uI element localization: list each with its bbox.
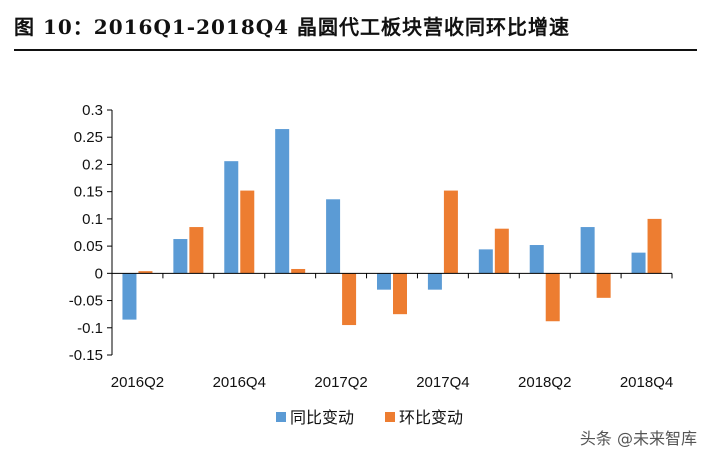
bars — [122, 129, 662, 326]
x-tick-label: 2017Q4 — [416, 374, 469, 391]
bar-qoq — [138, 271, 153, 274]
y-tick-label: -0.1 — [77, 320, 103, 337]
y-tick-label: -0.05 — [69, 293, 103, 310]
bar-qoq — [189, 227, 204, 274]
x-tick-label: 2018Q4 — [620, 374, 673, 391]
bar-yoy — [478, 249, 493, 274]
y-tick-label: -0.15 — [69, 347, 103, 364]
page-title: 图 10：2016Q1-2018Q4 晶圆代工板块营收同环比增速 — [14, 15, 571, 39]
watermark: 头条 @未来智库 — [579, 429, 697, 448]
y-tick-label: 0.3 — [82, 102, 103, 119]
x-axis: 2016Q2 2016Q4 2017Q2 2017Q4 2018Q2 2018Q4 — [111, 272, 673, 391]
bar-qoq — [596, 273, 611, 298]
bar-yoy — [326, 199, 341, 274]
bar-yoy — [122, 273, 137, 320]
y-tick-label: 0.2 — [82, 156, 103, 173]
y-axis: -0.15 -0.1 -0.05 0 0.05 0.1 0.15 0.2 0.25 0.3 — [69, 102, 113, 364]
legend-label: 环比变动 — [399, 408, 463, 427]
bar-qoq — [545, 273, 560, 322]
bar-chart: -0.15 -0.1 -0.05 0 0.05 0.1 0.15 0.2 0.25 0.3 201… — [69, 102, 673, 427]
bar-yoy — [580, 227, 595, 274]
title-divider — [14, 49, 697, 51]
bar-qoq — [291, 268, 306, 274]
bar-qoq — [393, 273, 407, 315]
legend-label: 同比变动 — [290, 408, 354, 427]
y-tick-label: 0.05 — [74, 238, 103, 255]
y-tick-label: 0.25 — [74, 129, 103, 146]
x-tick-label: 2017Q2 — [314, 374, 367, 391]
bar-qoq — [342, 273, 357, 326]
legend: 同比变动 环比变动 — [276, 408, 463, 427]
legend-swatch-yoy — [276, 412, 286, 422]
bar-qoq — [494, 228, 509, 274]
bar-yoy — [427, 273, 442, 290]
bar-yoy — [224, 161, 239, 274]
x-tick-label: 2016Q2 — [111, 374, 164, 391]
bar-yoy — [275, 129, 290, 274]
y-tick-label: 0.1 — [82, 211, 103, 228]
bar-yoy — [173, 239, 188, 274]
bar-yoy — [631, 252, 646, 274]
y-tick-label: 0 — [95, 265, 103, 282]
x-tick-label: 2018Q2 — [518, 374, 571, 391]
bar-yoy — [529, 245, 544, 274]
bar-qoq — [443, 190, 458, 274]
legend-swatch-qoq — [385, 412, 395, 422]
bar-qoq — [647, 218, 662, 274]
y-tick-label: 0.15 — [74, 184, 103, 201]
x-tick-label: 2016Q4 — [213, 374, 266, 391]
bar-yoy — [377, 273, 391, 290]
bar-qoq — [240, 190, 255, 274]
